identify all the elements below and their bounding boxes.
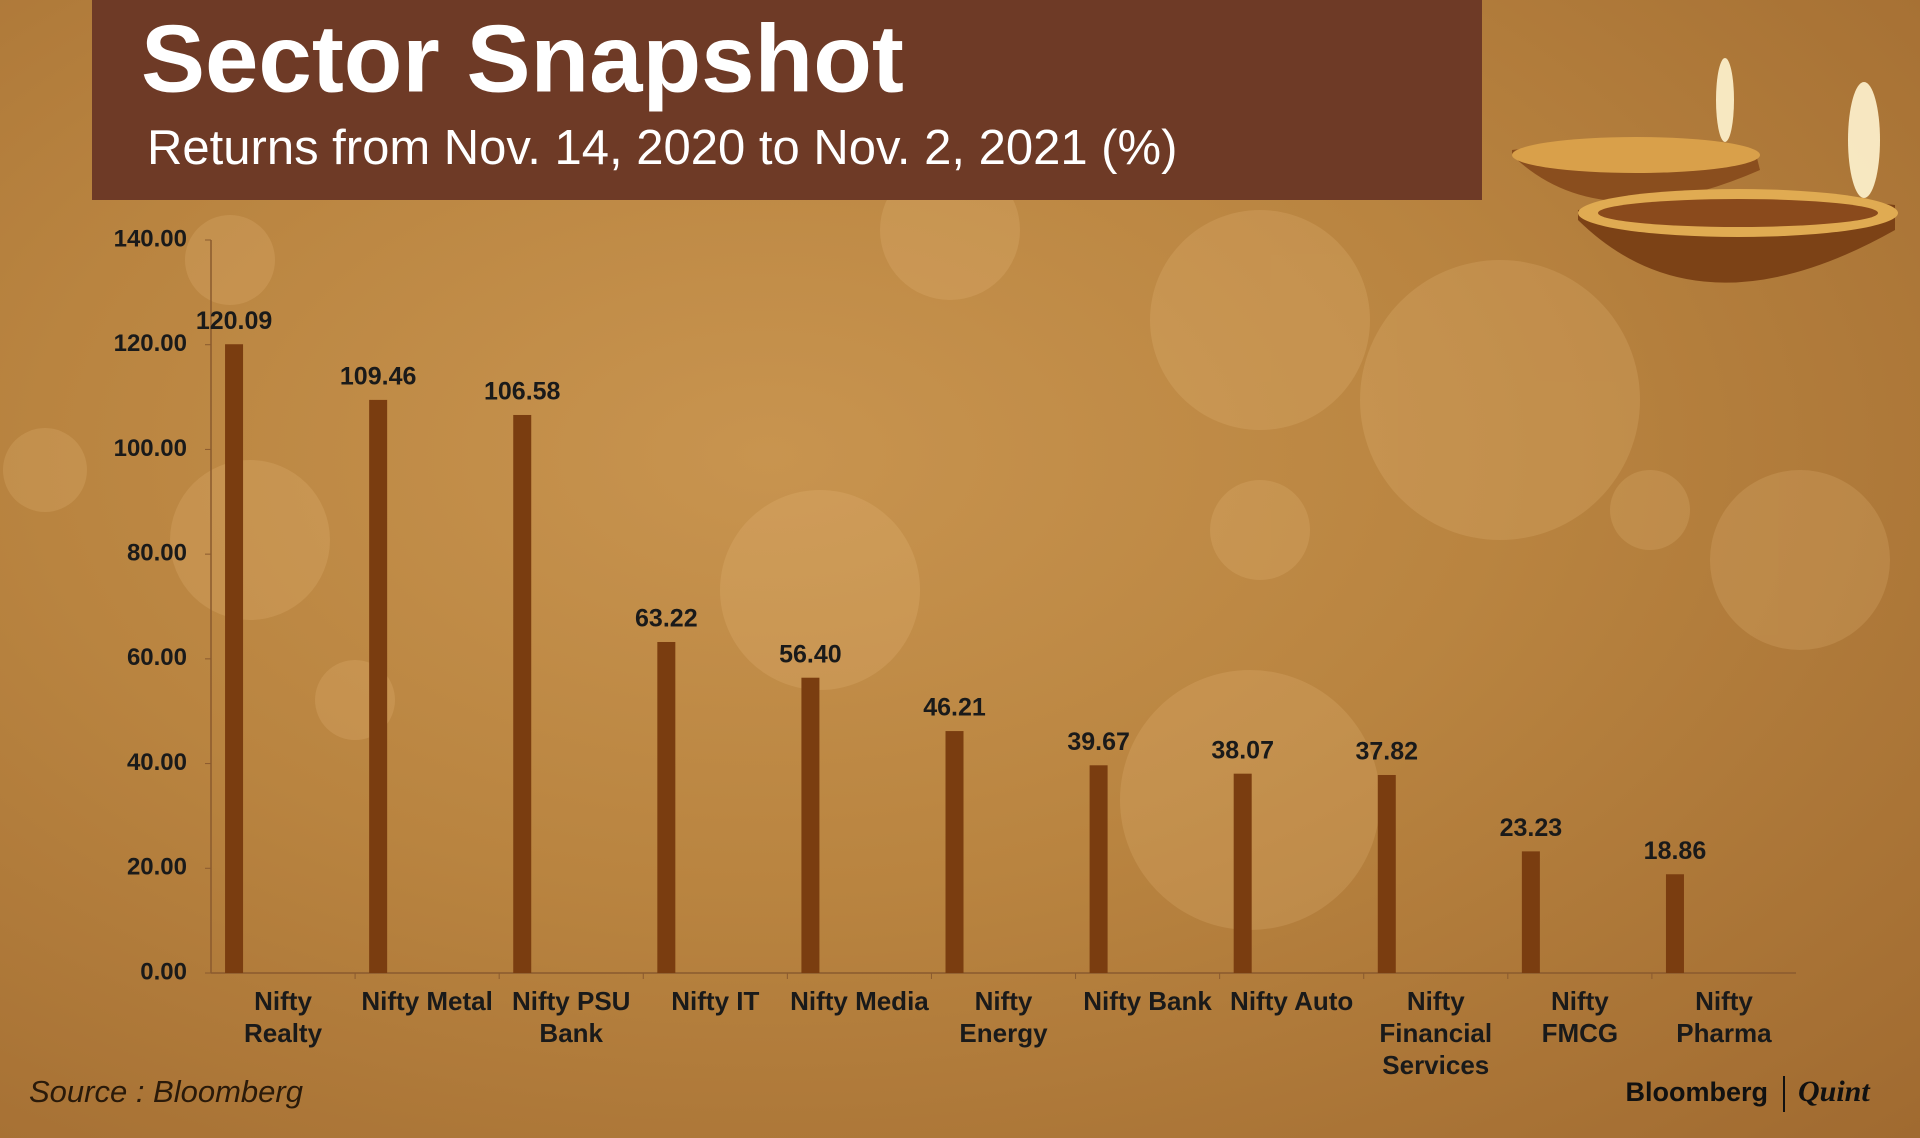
value-label: 39.67 bbox=[1067, 728, 1130, 756]
value-label: 37.82 bbox=[1356, 738, 1419, 766]
bar bbox=[657, 641, 676, 973]
chart-title: Sector Snapshot bbox=[141, 5, 904, 112]
bar bbox=[1233, 773, 1252, 973]
x-tick-label: Nifty Pharma bbox=[1676, 986, 1772, 1048]
y-tick-label: 60.00 bbox=[127, 644, 187, 671]
value-label: 38.07 bbox=[1211, 736, 1274, 764]
y-tick-label: 40.00 bbox=[127, 749, 187, 776]
value-label: 23.23 bbox=[1500, 814, 1563, 842]
bar bbox=[1089, 765, 1108, 973]
x-tick-label: Nifty FMCG bbox=[1541, 986, 1619, 1048]
bar bbox=[1665, 874, 1684, 973]
bar bbox=[801, 677, 820, 973]
logo-left: Bloomberg bbox=[1625, 1077, 1768, 1107]
y-tick-label: 120.00 bbox=[114, 330, 187, 357]
x-tick-label: Nifty Bank bbox=[1083, 986, 1212, 1016]
value-label: 56.40 bbox=[779, 640, 842, 668]
bar bbox=[369, 399, 388, 974]
x-tick-label: Nifty Media bbox=[790, 986, 929, 1016]
x-tick-label: Nifty Auto bbox=[1230, 986, 1354, 1016]
bar bbox=[1521, 851, 1540, 973]
x-tick-label: Nifty Realty bbox=[244, 986, 323, 1048]
bar bbox=[1377, 774, 1396, 973]
x-tick-label: Nifty Energy bbox=[959, 986, 1048, 1048]
value-label: 120.09 bbox=[196, 307, 272, 335]
x-tick-label: Nifty Metal bbox=[361, 986, 493, 1016]
chart-subtitle: Returns from Nov. 14, 2020 to Nov. 2, 20… bbox=[147, 121, 1177, 175]
source-note: Source : Bloomberg bbox=[29, 1074, 303, 1109]
bar bbox=[225, 344, 244, 974]
x-tick-label: Nifty Financial Services bbox=[1379, 986, 1493, 1080]
x-tick-label: Nifty IT bbox=[671, 986, 760, 1016]
logo-right: Quint bbox=[1798, 1075, 1871, 1108]
value-label: 46.21 bbox=[923, 694, 986, 722]
value-label: 18.86 bbox=[1644, 837, 1707, 865]
bokeh bbox=[3, 160, 1890, 930]
value-label: 63.22 bbox=[635, 605, 698, 633]
y-tick-label: 20.00 bbox=[127, 854, 187, 881]
title-banner bbox=[92, 0, 1482, 200]
x-tick-label: Nifty PSU Bank bbox=[511, 986, 631, 1048]
y-tick-label: 140.00 bbox=[114, 225, 187, 252]
value-label: 106.58 bbox=[484, 378, 561, 406]
y-tick-label: 100.00 bbox=[114, 435, 187, 462]
bar bbox=[945, 731, 964, 973]
diya-lamps bbox=[1512, 58, 1898, 283]
y-tick-label: 80.00 bbox=[127, 539, 187, 566]
value-label: 109.46 bbox=[340, 363, 416, 391]
bar bbox=[513, 414, 532, 974]
y-tick-label: 0.00 bbox=[140, 958, 187, 985]
